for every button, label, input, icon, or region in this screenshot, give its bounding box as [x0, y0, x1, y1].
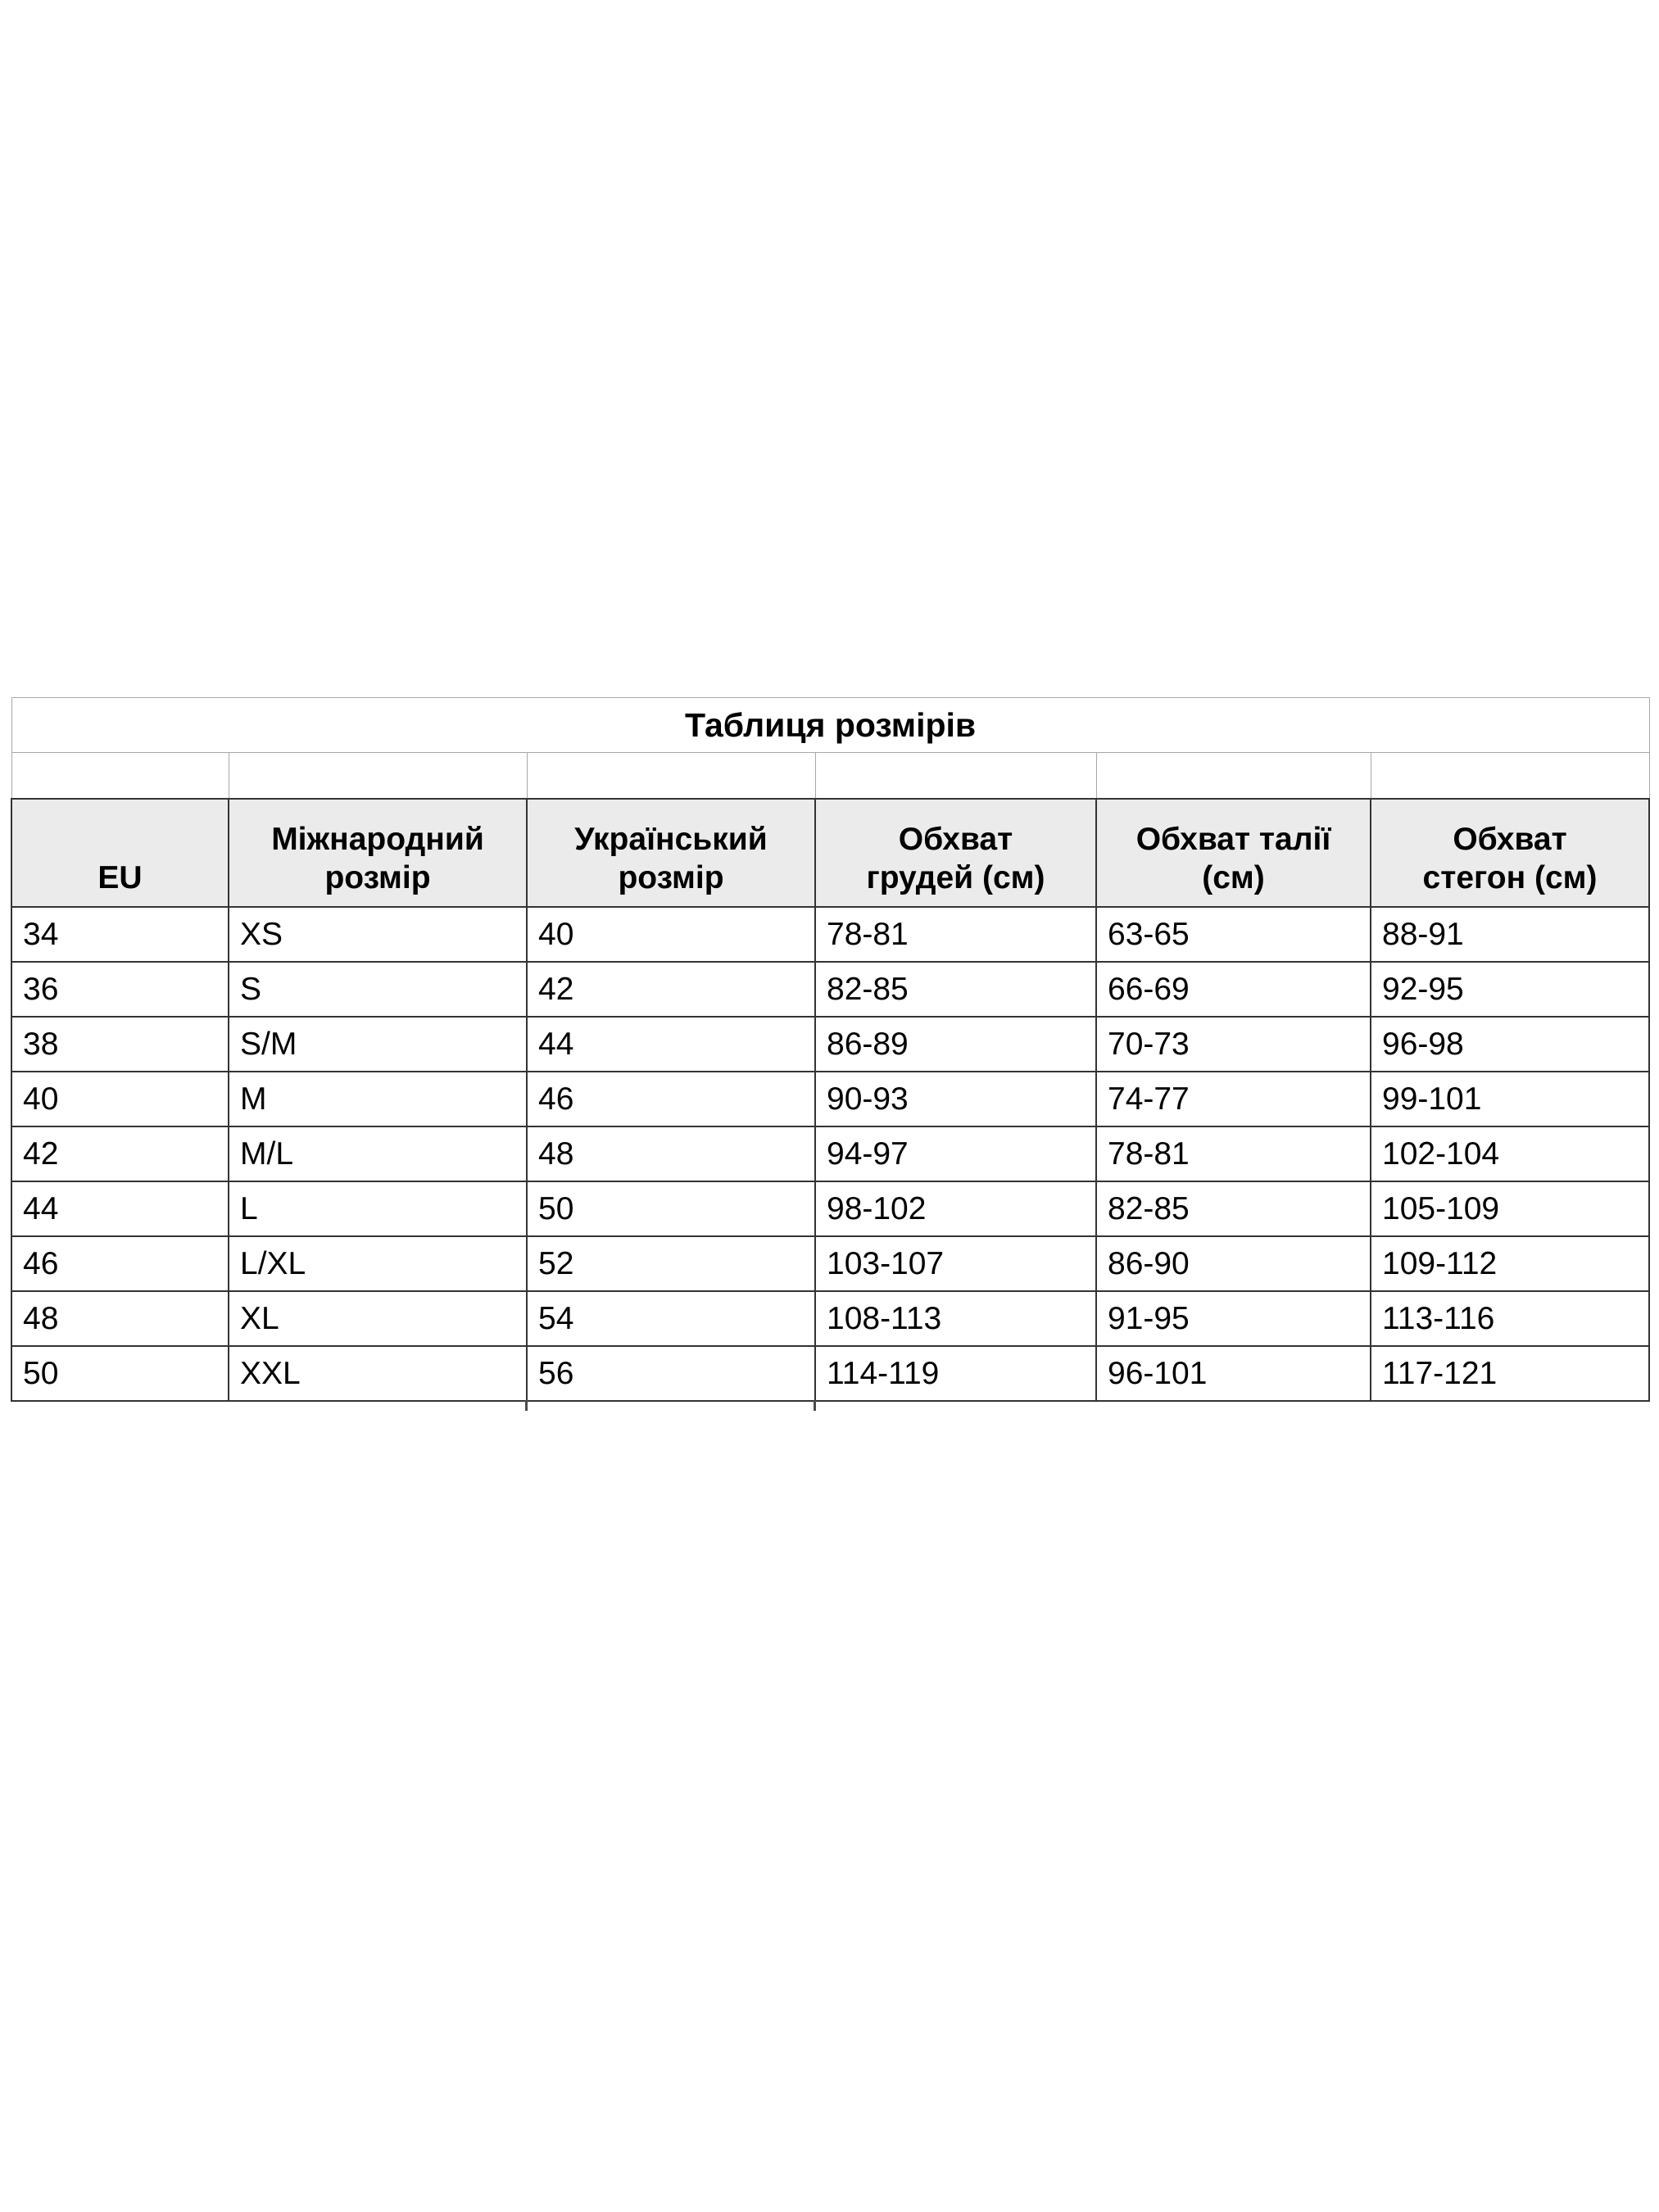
border-artifact-tick [814, 1400, 816, 1411]
cell-eu: 46 [11, 1235, 229, 1292]
cell-waist: 78-81 [1095, 1126, 1371, 1182]
cell-international-size: XL [228, 1290, 528, 1347]
cell-waist: 91-95 [1095, 1290, 1371, 1347]
cell-eu: 36 [11, 961, 229, 1018]
cell-waist: 66-69 [1095, 961, 1371, 1018]
cell-eu: 44 [11, 1181, 229, 1237]
cell-ukrainian-size: 52 [526, 1235, 816, 1292]
cell-chest: 103-107 [814, 1235, 1097, 1292]
border-artifact-tick [525, 1400, 528, 1411]
table-row: 46 L/XL 52 103-107 86-90 109-112 [11, 1235, 1651, 1292]
size-table: Таблиця розмірів EU Міжнародний розмір Укр… [11, 697, 1651, 1402]
cell-chest: 94-97 [814, 1126, 1097, 1182]
cell-waist: 82-85 [1095, 1181, 1371, 1237]
column-header-chest: Обхват грудей (см) [814, 798, 1097, 908]
cell-hips: 92-95 [1369, 961, 1651, 1018]
spacer-cell [1370, 752, 1650, 800]
cell-hips: 96-98 [1369, 1016, 1651, 1072]
cell-waist: 63-65 [1095, 906, 1371, 963]
cell-eu: 40 [11, 1071, 229, 1127]
cell-international-size: M/L [228, 1126, 528, 1182]
cell-hips: 105-109 [1369, 1181, 1651, 1237]
column-header-ukrainian-size: Український розмір [526, 798, 816, 908]
spacer-row [11, 752, 1650, 800]
cell-eu: 48 [11, 1290, 229, 1347]
spacer-cell [11, 752, 229, 800]
cell-ukrainian-size: 54 [526, 1290, 816, 1347]
cell-international-size: L [228, 1181, 528, 1237]
cell-eu: 34 [11, 906, 229, 963]
cell-international-size: M [228, 1071, 528, 1127]
cell-hips: 102-104 [1369, 1126, 1651, 1182]
table-row: 50 XXL 56 114-119 96-101 117-121 [11, 1345, 1651, 1402]
table-title: Таблиця розмірів [11, 697, 1650, 753]
cell-eu: 42 [11, 1126, 229, 1182]
cell-ukrainian-size: 46 [526, 1071, 816, 1127]
table-row: 48 XL 54 108-113 91-95 113-116 [11, 1290, 1651, 1347]
table-row: 36 S 42 82-85 66-69 92-95 [11, 961, 1651, 1018]
cell-international-size: L/XL [228, 1235, 528, 1292]
cell-ukrainian-size: 44 [526, 1016, 816, 1072]
spacer-cell [228, 752, 528, 800]
size-table-body: Таблиця розмірів EU Міжнародний розмір Укр… [11, 697, 1651, 1402]
cell-international-size: XS [228, 906, 528, 963]
table-row: 38 S/M 44 86-89 70-73 96-98 [11, 1016, 1651, 1072]
cell-waist: 96-101 [1095, 1345, 1371, 1402]
column-header-hips: Обхват стегон (см) [1369, 798, 1651, 908]
cell-international-size: S [228, 961, 528, 1018]
cell-ukrainian-size: 40 [526, 906, 816, 963]
spacer-cell [1095, 752, 1371, 800]
cell-ukrainian-size: 56 [526, 1345, 816, 1402]
cell-ukrainian-size: 42 [526, 961, 816, 1018]
cell-chest: 78-81 [814, 906, 1097, 963]
cell-international-size: XXL [228, 1345, 528, 1402]
column-header-eu: EU [11, 798, 229, 908]
title-row: Таблиця розмірів [11, 697, 1650, 753]
cell-international-size: S/M [228, 1016, 528, 1072]
cell-ukrainian-size: 50 [526, 1181, 816, 1237]
cell-chest: 82-85 [814, 961, 1097, 1018]
table-row: 34 XS 40 78-81 63-65 88-91 [11, 906, 1651, 963]
cell-ukrainian-size: 48 [526, 1126, 816, 1182]
cell-chest: 108-113 [814, 1290, 1097, 1347]
table-row: 42 M/L 48 94-97 78-81 102-104 [11, 1126, 1651, 1182]
column-header-international-size: Міжнародний розмір [228, 798, 528, 908]
table-row: 40 M 46 90-93 74-77 99-101 [11, 1071, 1651, 1127]
cell-eu: 38 [11, 1016, 229, 1072]
size-chart: Таблиця розмірів EU Міжнародний розмір Укр… [11, 697, 1651, 1411]
spacer-cell [526, 752, 816, 800]
header-row: EU Міжнародний розмір Український розмір Об… [11, 798, 1651, 908]
cell-eu: 50 [11, 1345, 229, 1402]
cell-waist: 86-90 [1095, 1235, 1371, 1292]
cell-waist: 74-77 [1095, 1071, 1371, 1127]
cell-chest: 90-93 [814, 1071, 1097, 1127]
cell-chest: 114-119 [814, 1345, 1097, 1402]
spacer-cell [814, 752, 1097, 800]
column-header-waist: Обхват талії (см) [1095, 798, 1371, 908]
cell-hips: 117-121 [1369, 1345, 1651, 1402]
cell-hips: 88-91 [1369, 906, 1651, 963]
cell-chest: 98-102 [814, 1181, 1097, 1237]
cell-chest: 86-89 [814, 1016, 1097, 1072]
cell-hips: 99-101 [1369, 1071, 1651, 1127]
cell-hips: 109-112 [1369, 1235, 1651, 1292]
table-row: 44 L 50 98-102 82-85 105-109 [11, 1181, 1651, 1237]
cell-waist: 70-73 [1095, 1016, 1371, 1072]
cell-hips: 113-116 [1369, 1290, 1651, 1347]
